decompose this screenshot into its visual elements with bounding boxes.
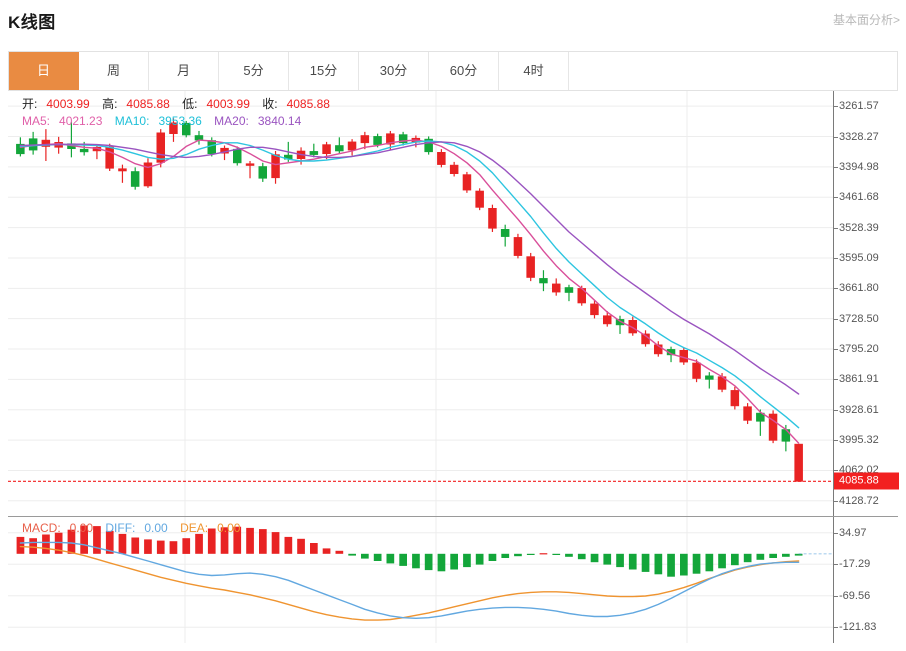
macd-axis-label: 34.97 bbox=[839, 526, 867, 539]
ma10-label: MA10: bbox=[114, 114, 150, 128]
price-axis-tick bbox=[834, 197, 838, 199]
page-header: K线图 基本面分析> bbox=[0, 0, 906, 45]
tab-6[interactable]: 60分 bbox=[429, 52, 499, 90]
price-axis-tick bbox=[834, 470, 838, 472]
price-axis-tick bbox=[834, 409, 838, 411]
dea-label: DEA: bbox=[180, 521, 209, 535]
dea-value: 0.00 bbox=[217, 521, 241, 535]
tab-label: 5分 bbox=[243, 63, 264, 78]
macd-plot[interactable] bbox=[8, 517, 833, 643]
price-axis-label: 3461.68 bbox=[839, 191, 879, 204]
macd-pane: MACD: 0.00 DIFF: 0.00 DEA: 0.00 34.97 -17.29… bbox=[8, 516, 898, 643]
price-axis-tick bbox=[834, 136, 838, 138]
open-value: 4003.99 bbox=[46, 97, 90, 111]
diff-label: DIFF: bbox=[105, 521, 136, 535]
price-axis-label: 3861.91 bbox=[839, 373, 879, 386]
macd-values-row: MACD: 0.00 DIFF: 0.00 DEA: 0.00 bbox=[22, 521, 249, 535]
timeframe-tabbar: 日 周 月 5分 15分 30分 60分 4时 bbox=[8, 51, 898, 91]
tab-label: 日 bbox=[36, 63, 50, 78]
price-axis-tick bbox=[834, 166, 838, 168]
ma-row: MA5: 4021.23 MA10: 3953.36 MA20: 3840.14 bbox=[22, 114, 339, 128]
price-axis: 4128.72 4062.02 3995.32 3928.61 3861.91 3795.… bbox=[833, 91, 899, 516]
price-axis-tick bbox=[834, 227, 838, 229]
high-label: 高: bbox=[102, 97, 118, 111]
price-plot[interactable] bbox=[8, 91, 833, 516]
price-axis-label: 3595.09 bbox=[839, 251, 879, 264]
tab-label: 30分 bbox=[379, 63, 408, 78]
price-axis-tick bbox=[834, 106, 838, 108]
price-axis-label: 3928.61 bbox=[839, 403, 879, 416]
price-axis-label: 3394.98 bbox=[839, 160, 879, 173]
price-axis-tick bbox=[834, 288, 838, 290]
price-pane: 开: 4003.99 高: 4085.88 低: 4003.99 收: 4085.88 … bbox=[8, 91, 899, 516]
tab-label: 15分 bbox=[309, 63, 338, 78]
tab-4[interactable]: 15分 bbox=[289, 52, 359, 90]
price-axis-label: 3795.20 bbox=[839, 343, 879, 356]
price-axis-tick bbox=[834, 500, 838, 502]
price-axis-label: 3328.27 bbox=[839, 130, 879, 143]
price-axis-label: 3528.39 bbox=[839, 221, 879, 234]
low-value: 4003.99 bbox=[206, 97, 250, 111]
close-value: 4085.88 bbox=[286, 97, 330, 111]
tab-5[interactable]: 30分 bbox=[359, 52, 429, 90]
macd-axis: 34.97 -17.29 -69.56 -121.83 bbox=[833, 517, 898, 643]
diff-value: 0.00 bbox=[144, 521, 168, 535]
tab-label: 月 bbox=[176, 63, 190, 78]
open-label: 开: bbox=[22, 97, 38, 111]
ma20-label: MA20: bbox=[214, 114, 249, 128]
price-axis-tick bbox=[834, 257, 838, 259]
fundamental-analysis-link[interactable]: 基本面分析> bbox=[832, 13, 900, 27]
tab-2[interactable]: 月 bbox=[149, 52, 219, 90]
chart-container: 开: 4003.99 高: 4085.88 低: 4003.99 收: 4085.88 … bbox=[8, 91, 899, 643]
tab-1[interactable]: 周 bbox=[79, 52, 149, 90]
ohlc-row: 开: 4003.99 高: 4085.88 低: 4003.99 收: 4085.88 bbox=[22, 95, 339, 112]
tab-label: 周 bbox=[106, 63, 120, 78]
macd-axis-tick bbox=[834, 595, 838, 597]
price-axis-tick bbox=[834, 440, 838, 442]
ma20-value: 3840.14 bbox=[257, 114, 302, 128]
ma10-value: 3953.36 bbox=[158, 114, 202, 128]
macd-value: 0.00 bbox=[69, 521, 94, 535]
price-axis-label: 3995.32 bbox=[839, 434, 879, 447]
price-axis-label: 3261.57 bbox=[839, 100, 879, 113]
close-label: 收: bbox=[262, 97, 278, 111]
price-axis-tick bbox=[834, 379, 838, 381]
current-price-badge: 4085.88 bbox=[834, 472, 899, 490]
price-legend: 开: 4003.99 高: 4085.88 低: 4003.99 收: 4085.88 … bbox=[22, 95, 339, 130]
price-axis-label: 4128.72 bbox=[839, 494, 879, 507]
tab-label: 4时 bbox=[523, 63, 544, 78]
ma5-value: 4021.23 bbox=[59, 114, 103, 128]
macd-label: MACD: bbox=[22, 521, 61, 535]
macd-axis-tick bbox=[834, 564, 838, 566]
macd-axis-tick bbox=[834, 627, 838, 629]
tabbar-spacer bbox=[569, 52, 897, 90]
macd-legend: MACD: 0.00 DIFF: 0.00 DEA: 0.00 bbox=[22, 521, 249, 537]
macd-axis-label: -17.29 bbox=[839, 558, 871, 571]
tab-label: 60分 bbox=[449, 63, 478, 78]
tab-0[interactable]: 日 bbox=[9, 52, 79, 90]
page-title: K线图 bbox=[8, 13, 56, 32]
price-axis-label: 3661.80 bbox=[839, 282, 879, 295]
low-label: 低: bbox=[182, 97, 198, 111]
ma5-label: MA5: bbox=[22, 114, 51, 128]
price-axis-tick bbox=[834, 318, 838, 320]
high-value: 4085.88 bbox=[126, 97, 170, 111]
price-axis-tick bbox=[834, 349, 838, 351]
macd-axis-label: -121.83 bbox=[839, 621, 877, 634]
macd-axis-label: -69.56 bbox=[839, 589, 871, 602]
macd-axis-tick bbox=[834, 532, 838, 534]
price-axis-label: 3728.50 bbox=[839, 312, 879, 325]
tab-3[interactable]: 5分 bbox=[219, 52, 289, 90]
tab-7[interactable]: 4时 bbox=[499, 52, 569, 90]
